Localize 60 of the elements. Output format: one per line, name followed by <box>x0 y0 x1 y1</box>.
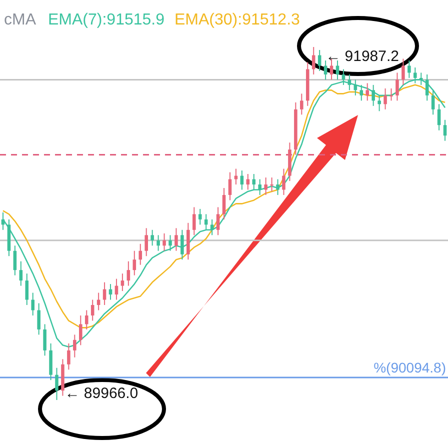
candlestick <box>252 174 256 190</box>
candlestick <box>443 119 447 142</box>
candlestick <box>126 260 130 286</box>
candlestick <box>19 260 23 286</box>
candlestick <box>198 208 202 226</box>
text: EMA(30):91512.3 <box>174 11 300 28</box>
candlestick <box>55 367 58 400</box>
candlestick <box>378 94 381 112</box>
candlestick <box>150 229 154 246</box>
candlestick <box>31 292 34 316</box>
candlestick <box>276 178 280 196</box>
candlestick <box>228 172 232 201</box>
annotation: ← 89966.0 <box>64 385 138 402</box>
candlestick <box>180 229 184 260</box>
candlestick <box>402 58 405 86</box>
candlestick <box>396 72 399 102</box>
candlestick <box>282 168 286 196</box>
candlestick <box>192 206 196 236</box>
candlestick <box>132 250 136 276</box>
candlestick <box>312 46 316 75</box>
candlestick <box>264 177 268 196</box>
candlestick <box>324 60 328 80</box>
annotation: ← 91987.2 <box>326 48 399 66</box>
candlestick <box>84 310 88 330</box>
candlestick <box>162 232 166 252</box>
candlestick <box>384 88 387 110</box>
candlestick <box>210 218 214 236</box>
candlestick <box>90 299 94 322</box>
candlestick <box>318 50 322 72</box>
candlestick <box>138 243 142 266</box>
ref-line-label: %(90094.8) <box>374 359 446 376</box>
candlestick <box>37 302 40 336</box>
candlestick <box>360 84 364 102</box>
candlestick <box>437 104 441 131</box>
candlestick <box>216 206 220 236</box>
candlestick <box>144 228 148 257</box>
candlestick <box>174 228 178 252</box>
candlestick <box>408 60 411 78</box>
candlestick <box>120 273 124 292</box>
candlestick <box>246 174 250 190</box>
candlestick <box>43 324 46 356</box>
candlestick <box>431 90 435 116</box>
candlestick <box>258 178 262 196</box>
candlestick <box>300 93 304 116</box>
candlestick <box>67 342 70 370</box>
candlestick <box>222 187 226 220</box>
candlestick <box>336 60 340 80</box>
candlestick <box>390 88 393 102</box>
candlestick <box>25 273 29 306</box>
candlestick <box>102 282 106 306</box>
text: cMA <box>4 11 36 28</box>
text: EMA(7):91515.9 <box>48 11 165 28</box>
candlestick <box>73 334 76 358</box>
candlestick <box>13 245 17 276</box>
candlestick <box>270 177 274 192</box>
candlestick <box>372 84 375 106</box>
candlestick <box>156 234 160 252</box>
candlestick <box>79 314 82 346</box>
candlestick <box>168 234 172 252</box>
candlestick <box>366 82 370 102</box>
